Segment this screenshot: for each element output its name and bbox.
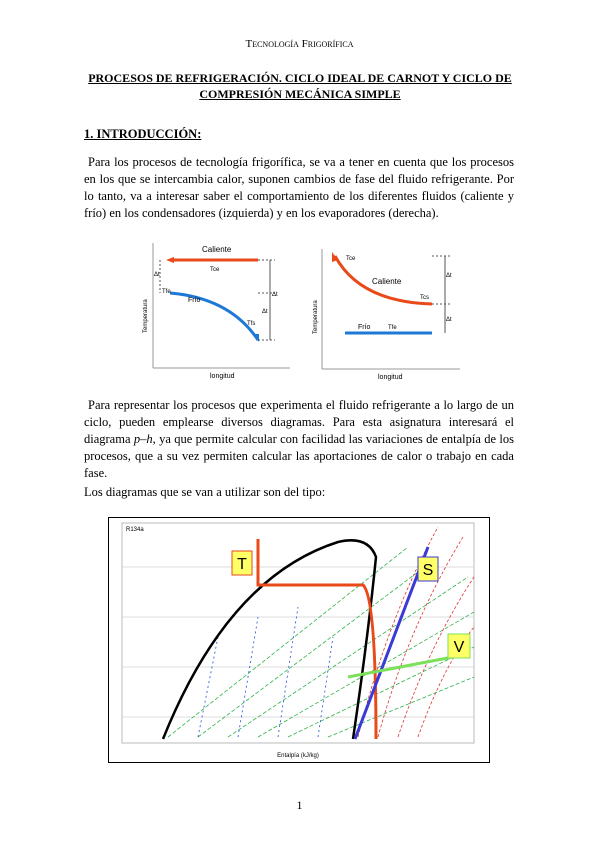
paragraph: Para los procesos de tecnología frigoríf…: [84, 154, 514, 222]
label: Frío: [188, 297, 201, 304]
figure-evaporator: Caliente Tce Tcs Frío Tfe Δt Δt Temperat…: [313, 249, 460, 381]
header: Tecnología Frigorífica: [245, 38, 354, 50]
label: Δt: [446, 273, 452, 279]
label: Caliente: [202, 245, 232, 254]
axis-label: Temperatura: [143, 299, 149, 333]
label: Δt: [262, 309, 268, 315]
label: Tfs: [247, 321, 255, 327]
paragraph: Los diagramas que se van a utilizar son …: [84, 484, 514, 501]
title-line: PROCESOS DE REFRIGERACIÓN. CICLO IDEAL D…: [88, 71, 512, 85]
text: Los diagramas que se van a utilizar son …: [84, 485, 326, 499]
label: Tfe: [162, 289, 171, 295]
text: , ya que permite calcular con facilidad …: [84, 432, 514, 480]
title-line: COMPRESIÓN MECÁNICA SIMPLE: [199, 87, 401, 101]
label: S: [423, 562, 434, 579]
label: Caliente: [372, 277, 402, 286]
label: Tfe: [388, 325, 397, 331]
figure-condenser: Caliente Tce Frío Tfe Tfs Δt Δt Δt Tempe…: [143, 243, 290, 380]
label: Tce: [346, 256, 356, 262]
axis-label: longitud: [210, 373, 235, 380]
page-number: 1: [296, 798, 303, 812]
label: Δt: [446, 317, 452, 323]
label: Frío: [358, 324, 371, 331]
label: Tcs: [420, 295, 429, 301]
label: Tce: [210, 267, 220, 273]
label: Δt: [154, 272, 160, 278]
axis-label: Entalpía (kJ/kg): [277, 753, 319, 759]
ph-diagram: T S V R134a Entalpía (kJ/kg): [108, 517, 490, 763]
axis-label: longitud: [378, 374, 403, 381]
text: Para los procesos de tecnología frigoríf…: [84, 155, 514, 220]
label: R134a: [126, 527, 144, 533]
text: p–h: [133, 432, 153, 446]
label: T: [237, 556, 247, 573]
label: Δt: [272, 292, 278, 298]
paragraph: Para representar los procesos que experi…: [84, 397, 514, 482]
label: V: [454, 639, 465, 656]
axis-label: Temperatura: [313, 300, 319, 334]
title: PROCESOS DE REFRIGERACIÓN. CICLO IDEAL D…: [60, 70, 540, 102]
section-heading: 1. INTRODUCCIÓN:: [84, 127, 202, 141]
text: Para representar los procesos que experi…: [84, 398, 514, 446]
